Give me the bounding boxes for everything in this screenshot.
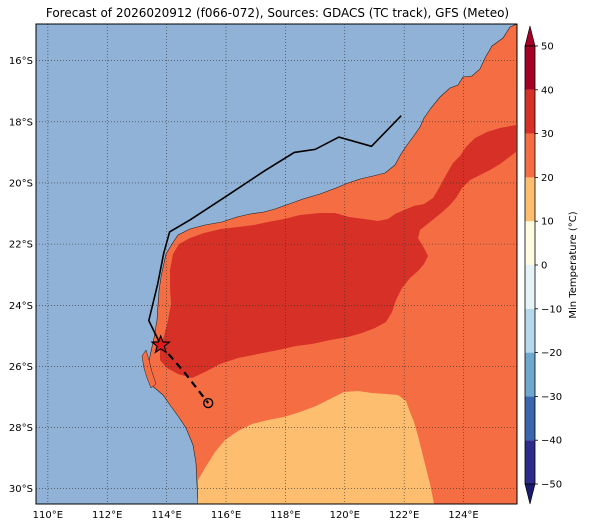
lat-tick-label: 16°S bbox=[9, 56, 33, 67]
colorbar-band bbox=[525, 133, 535, 178]
lat-tick-label: 20°S bbox=[9, 178, 33, 189]
lon-tick-label: 120°E bbox=[330, 510, 360, 521]
colorbar-tick-label: −50 bbox=[541, 480, 562, 491]
colorbar-tick-label: 10 bbox=[541, 217, 554, 228]
lat-tick-label: 18°S bbox=[9, 117, 33, 128]
colorbar-band bbox=[525, 396, 535, 441]
colorbar-tick-label: 30 bbox=[541, 129, 554, 140]
colorbar-band bbox=[525, 89, 535, 134]
island bbox=[141, 349, 157, 389]
lon-tick-label: 110°E bbox=[33, 510, 63, 521]
lat-tick-label: 24°S bbox=[9, 301, 33, 312]
colorbar-band bbox=[525, 46, 535, 90]
map-frame bbox=[35, 23, 518, 505]
lon-tick-label: 122°E bbox=[389, 510, 419, 521]
colorbar-tick-label: 0 bbox=[541, 261, 547, 272]
longitude-labels: 110°E 112°E 114°E 116°E 118°E 120°E 122°E 124°E bbox=[33, 510, 479, 521]
forecast-position-marker bbox=[203, 397, 214, 409]
latitude-labels: 16°S 18°S 20°S 22°S 24°S 26°S 28°S 30°S bbox=[9, 56, 33, 495]
colorbar-band bbox=[525, 308, 535, 353]
map-title: Forecast of 2026020912 (f066-072), Sourc… bbox=[45, 6, 510, 20]
colorbar-band bbox=[525, 265, 535, 309]
temperature-band-30-40 bbox=[160, 125, 516, 378]
tc-track bbox=[147, 115, 402, 409]
colorbar-tick-label: −30 bbox=[541, 392, 562, 403]
lat-tick-label: 26°S bbox=[9, 362, 33, 373]
lat-tick-label: 28°S bbox=[9, 423, 33, 434]
colorbar-ticks: 50 40 30 20 10 0 −10 −20 −30 −40 −50 bbox=[535, 42, 562, 491]
colorbar-bands bbox=[525, 46, 535, 484]
lon-tick-label: 118°E bbox=[270, 510, 300, 521]
colorbar-tick-label: −10 bbox=[541, 304, 562, 315]
map-area bbox=[36, 24, 517, 504]
lat-tick-label: 30°S bbox=[9, 484, 33, 495]
colorbar-tick-label: −40 bbox=[541, 436, 562, 447]
colorbar-tick-label: 50 bbox=[541, 42, 554, 53]
colorbar-tick-label: 20 bbox=[541, 173, 554, 184]
graticule bbox=[36, 24, 517, 504]
lon-tick-label: 114°E bbox=[151, 510, 181, 521]
colorbar-extend-bottom bbox=[524, 483, 536, 505]
colorbar-tick-label: −20 bbox=[541, 348, 562, 359]
current-position-star bbox=[150, 334, 171, 354]
lon-tick-label: 116°E bbox=[211, 510, 241, 521]
forecast-track-line bbox=[159, 344, 210, 404]
lon-tick-label: 112°E bbox=[92, 510, 122, 521]
colorbar-band bbox=[525, 177, 535, 222]
temperature-band-10-20 bbox=[198, 391, 434, 504]
colorbar-band bbox=[525, 440, 535, 484]
colorbar-tick-label: 40 bbox=[541, 85, 554, 96]
lon-tick-label: 124°E bbox=[448, 510, 478, 521]
colorbar-band bbox=[525, 352, 535, 397]
colorbar: 50 40 30 20 10 0 −10 −20 −30 −40 −50 Min Temperatu… bbox=[524, 25, 579, 505]
lat-tick-label: 22°S bbox=[9, 240, 33, 251]
past-track-line bbox=[147, 115, 402, 346]
colorbar-label: Min Temperature (°C) bbox=[568, 211, 579, 318]
colorbar-band bbox=[525, 221, 535, 265]
colorbar-extend-top bbox=[524, 25, 536, 47]
